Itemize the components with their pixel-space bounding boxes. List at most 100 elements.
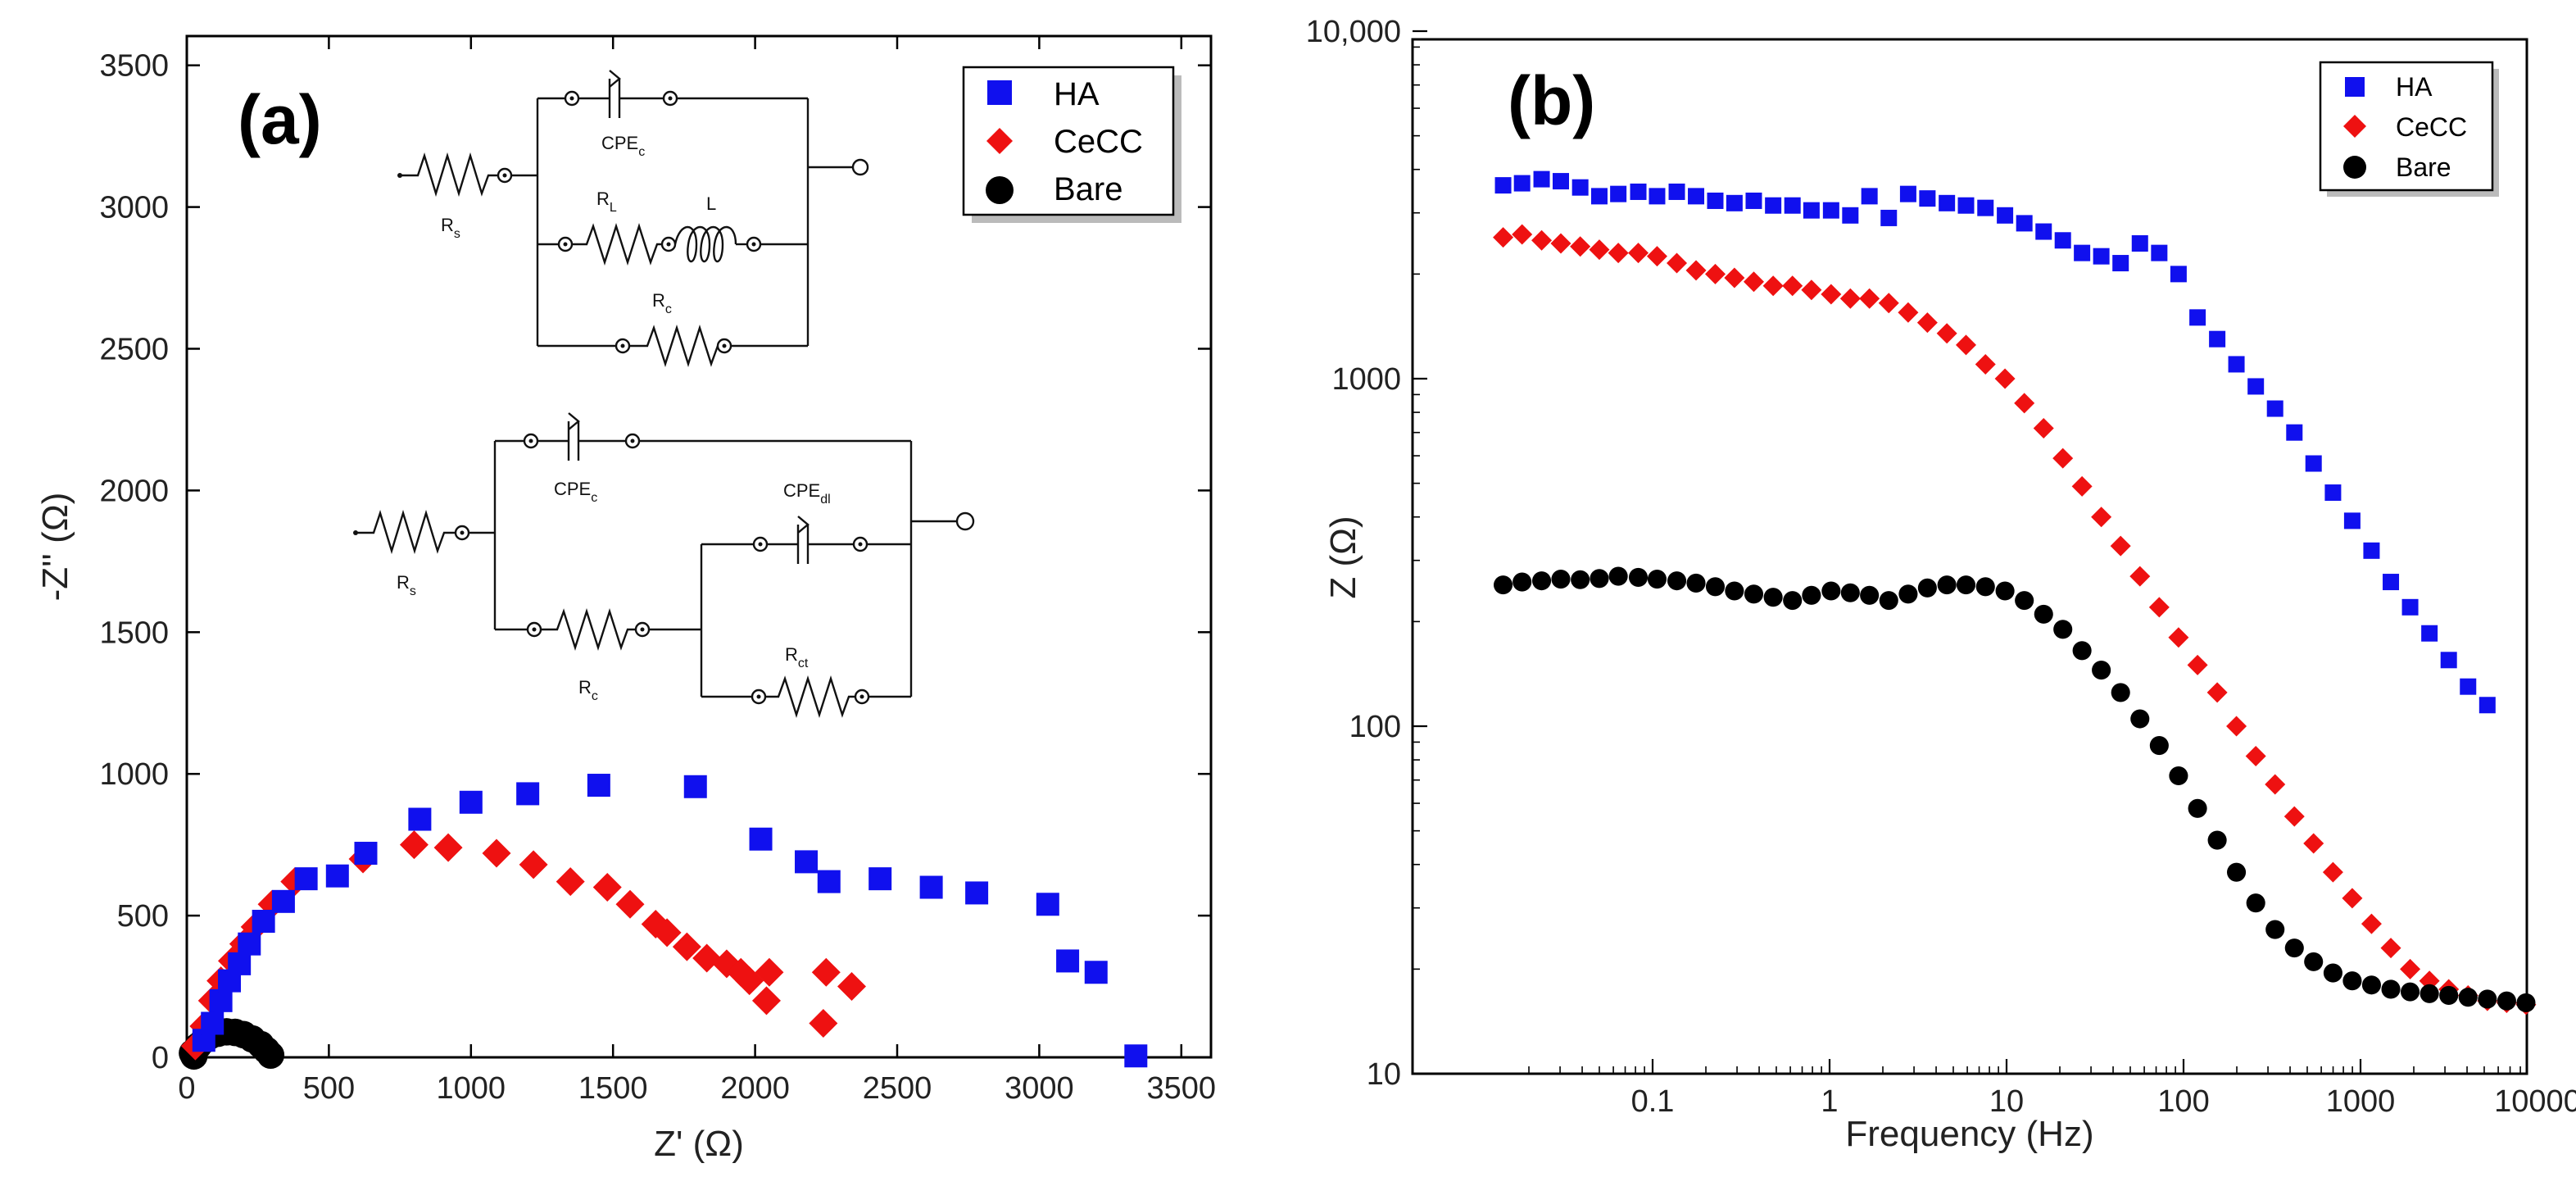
- point-b-cecc: [1821, 284, 1842, 305]
- point-b-ha: [2363, 542, 2380, 559]
- point-b-bare: [1725, 581, 1744, 601]
- y-tick-label-a: 500: [117, 899, 169, 934]
- point-b-cecc: [2129, 566, 2151, 587]
- point-b-ha: [1668, 183, 1685, 200]
- panel-b-x-axis-label: Frequency (Hz): [1845, 1114, 2093, 1154]
- point-a-ha: [1084, 961, 1108, 984]
- point-b-ha: [2189, 309, 2206, 326]
- point-b-ha: [2035, 223, 2052, 240]
- legend-b-cecc-label: CeCC: [2396, 112, 2467, 142]
- point-b-bare: [1937, 575, 1957, 595]
- circuit1-rc-label: Rc: [652, 290, 672, 316]
- point-b-cecc: [2245, 746, 2266, 767]
- point-b-cecc: [1704, 263, 1726, 284]
- x-tick-label-a: 3000: [1005, 1071, 1074, 1106]
- point-b-cecc: [1859, 288, 1880, 309]
- point-b-ha: [1822, 202, 1839, 219]
- point-a-cecc: [751, 986, 781, 1016]
- y-tick-label-b: 10: [1367, 1057, 1401, 1092]
- point-b-cecc: [1936, 323, 1957, 344]
- point-b-ha: [1533, 170, 1550, 188]
- point-a-cecc: [755, 957, 784, 987]
- legend-a-bare-marker: [986, 176, 1014, 204]
- panel-b-ticks: [1413, 30, 2521, 1075]
- point-b-ha: [2093, 248, 2110, 265]
- point-b-bare: [1551, 569, 1571, 589]
- point-b-bare: [1744, 584, 1764, 604]
- point-b-bare: [2169, 766, 2188, 786]
- point-b-ha: [1765, 197, 1782, 214]
- point-a-cecc: [399, 830, 429, 860]
- point-b-ha: [2016, 215, 2033, 232]
- point-a-ha: [271, 889, 295, 913]
- point-b-cecc: [1762, 275, 1784, 297]
- point-b-bare: [2265, 920, 2285, 939]
- x-tick-label-a: 3500: [1147, 1071, 1217, 1106]
- point-b-bare: [2246, 893, 2265, 913]
- point-b-ha: [1803, 202, 1820, 219]
- point-a-ha: [587, 774, 610, 798]
- panel-b-label: (b): [1508, 62, 1595, 139]
- point-b-cecc: [2033, 417, 2054, 439]
- point-b-bare: [2381, 979, 2401, 999]
- point-b-ha: [2266, 400, 2283, 417]
- point-b-bare: [2111, 683, 2130, 702]
- point-b-bare: [2227, 862, 2247, 882]
- point-b-bare: [1590, 569, 1609, 588]
- y-tick-label-a: 3500: [99, 49, 169, 84]
- point-b-bare: [2034, 604, 2053, 624]
- x-tick-label-b: 100: [2157, 1084, 2209, 1119]
- resistor-rs2-icon: [357, 509, 456, 555]
- resistor-rl-icon: [572, 223, 662, 266]
- y-tick-label-a: 2500: [99, 333, 169, 367]
- x-tick-label-a: 2000: [720, 1071, 790, 1106]
- point-b-bare: [2207, 830, 2227, 850]
- point-a-bare: [256, 1041, 285, 1070]
- point-a-ha: [294, 867, 318, 891]
- point-b-cecc: [2052, 448, 2074, 469]
- x-tick-label-a: 1500: [578, 1071, 648, 1106]
- point-b-ha: [2112, 255, 2129, 272]
- point-b-bare: [2130, 709, 2150, 729]
- point-b-ha: [2401, 598, 2419, 616]
- point-b-cecc: [2014, 393, 2035, 414]
- point-a-cecc: [672, 932, 701, 961]
- point-b-bare: [1608, 566, 1628, 586]
- point-b-bare: [1956, 575, 1976, 595]
- point-b-ha: [1745, 192, 1762, 209]
- point-b-bare: [1860, 585, 1880, 605]
- point-b-bare: [1686, 573, 1706, 593]
- x-tick-label-b: 1000: [2326, 1084, 2396, 1119]
- point-b-cecc: [1994, 368, 2016, 389]
- point-b-cecc: [2206, 682, 2228, 703]
- point-b-bare: [2092, 661, 2111, 680]
- point-b-bare: [1975, 577, 1995, 597]
- circuit2-cpe-label: CPEc: [554, 479, 597, 505]
- panel-b-bode: 0.1 1 10 100 1000 10000 10 100 1000 10,000 (b) Fr…: [1306, 15, 2576, 1154]
- point-b-bare: [2401, 982, 2420, 1002]
- point-b-ha: [2478, 697, 2496, 714]
- legend-a-cecc-label: CeCC: [1054, 124, 1143, 160]
- point-a-ha: [1036, 893, 1059, 916]
- x-tick-label-b: 0.1: [1631, 1084, 1675, 1119]
- circuit-diagram-1: CPEc Rs RL L Rc: [397, 70, 869, 367]
- point-a-ha: [1056, 949, 1080, 973]
- x-tick-label-a: 0: [178, 1071, 195, 1106]
- point-b-bare: [2420, 984, 2439, 1003]
- point-b-bare: [1995, 581, 2015, 601]
- point-b-bare: [1879, 591, 1898, 611]
- panel-a-tick-labels: 0 500 1000 1500 2000 2500 3000 3500 0 500 1000 1500…: [99, 49, 1216, 1106]
- point-a-ha: [228, 952, 252, 975]
- panel-a-legend: HA CeCC Bare: [962, 66, 1181, 223]
- point-b-ha: [1552, 173, 1569, 190]
- point-b-bare: [2516, 993, 2536, 1013]
- point-b-bare: [1898, 584, 1918, 604]
- point-b-ha: [1571, 179, 1589, 196]
- point-b-cecc: [1839, 288, 1861, 309]
- panel-a-frame: [185, 34, 1213, 1059]
- point-b-ha: [2054, 232, 2071, 249]
- point-b-ha: [2170, 266, 2187, 283]
- resistor-rc-icon: [629, 325, 719, 367]
- inductor-l-icon: [673, 226, 737, 262]
- point-a-ha: [325, 864, 349, 888]
